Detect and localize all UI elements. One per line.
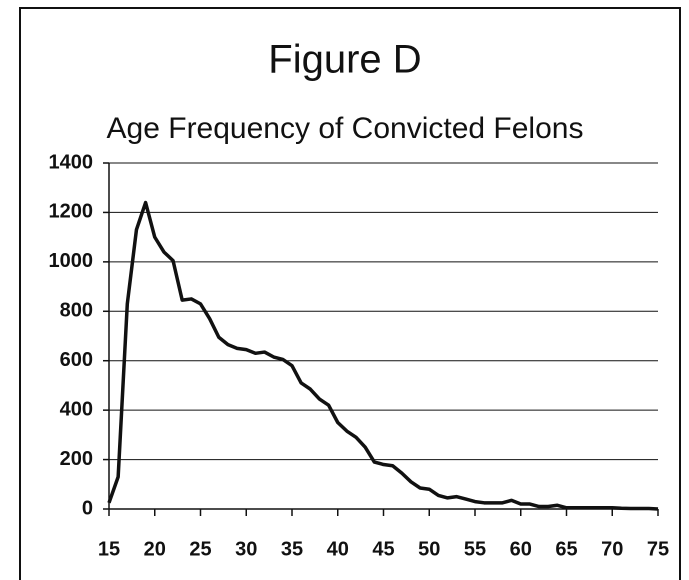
y-tick-label: 0 [82,497,93,519]
x-tick-label: 20 [144,538,166,560]
x-tick-label: 65 [555,538,577,560]
y-tick-label: 200 [60,448,93,470]
x-tick-label: 75 [647,538,669,560]
x-tick-label: 35 [281,538,303,560]
y-tick-label: 600 [60,349,93,371]
y-tick-label: 400 [60,398,93,420]
x-tick-label: 55 [464,538,486,560]
x-tick-label: 60 [510,538,532,560]
x-tick-label: 30 [235,538,257,560]
x-tick-label: 50 [418,538,440,560]
x-tick-label: 40 [327,538,349,560]
x-tick-label: 70 [601,538,623,560]
x-tick-label: 25 [189,538,211,560]
y-tick-label: 1200 [49,201,94,223]
y-tick-label: 800 [60,300,93,322]
data-line [107,200,659,511]
frame [19,7,681,580]
x-tick-label: 15 [98,538,120,560]
y-tick-label: 1000 [49,250,94,272]
chart-title: Figure D [268,38,421,82]
chart-subtitle: Age Frequency of Convicted Felons [107,112,584,145]
x-tick-label: 45 [372,538,394,560]
y-tick-label: 1400 [49,151,94,173]
